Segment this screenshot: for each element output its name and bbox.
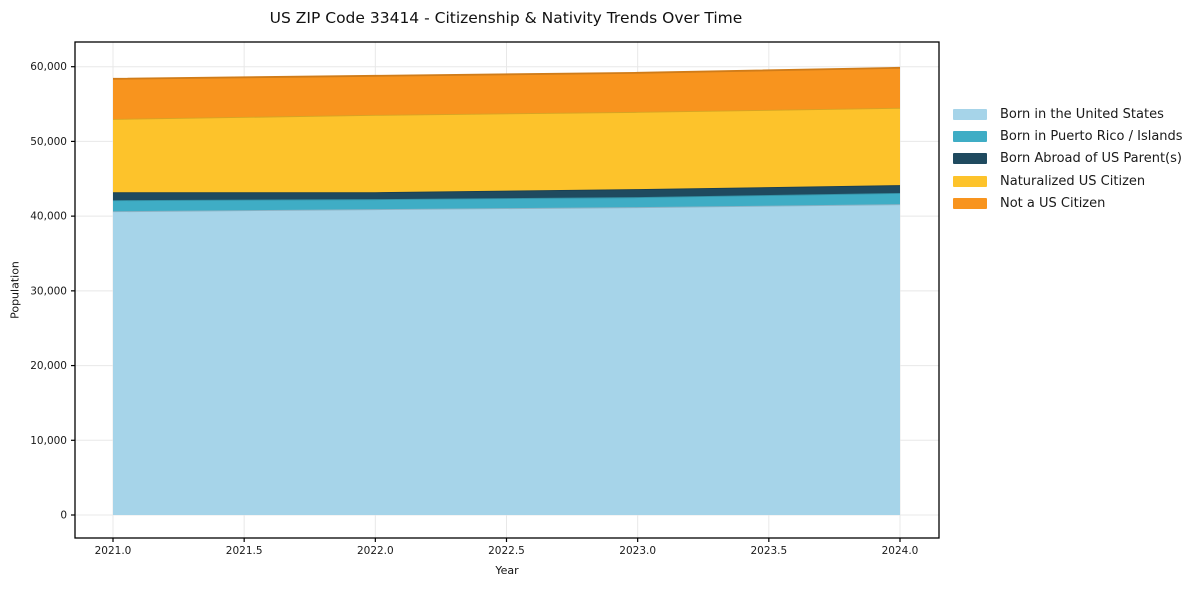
x-tick-label: 2024.0 <box>882 545 919 557</box>
legend-label-naturalized: Naturalized US Citizen <box>1000 173 1146 189</box>
y-tick-label: 0 <box>60 510 67 522</box>
legend-swatch-born-abroad <box>953 153 987 165</box>
legend-item-born-abroad: Born Abroad of US Parent(s) <box>953 148 1183 170</box>
x-tick-label: 2022.0 <box>357 545 394 557</box>
y-axis-label: Population <box>8 261 22 319</box>
x-tick-label: 2023.0 <box>619 545 656 557</box>
chart-title: US ZIP Code 33414 - Citizenship & Nativi… <box>269 9 743 27</box>
y-tick-label: 30,000 <box>30 285 67 297</box>
x-axis-label: Year <box>495 564 519 577</box>
y-tick-label: 10,000 <box>30 435 67 447</box>
y-tick-label: 40,000 <box>30 211 67 223</box>
legend-item-puerto-rico: Born in Puerto Rico / Islands <box>953 125 1183 147</box>
y-tick-label: 60,000 <box>30 61 67 73</box>
x-tick-label: 2021.5 <box>226 545 263 557</box>
ticks <box>71 66 901 542</box>
area-top-edge-4 <box>112 66 901 80</box>
y-tick-label: 20,000 <box>30 360 67 372</box>
legend: Born in the United States Born in Puerto… <box>953 103 1183 215</box>
area-series-0 <box>113 204 900 516</box>
legend-label-puerto-rico: Born in Puerto Rico / Islands <box>1000 129 1183 145</box>
legend-item-born-us: Born in the United States <box>953 103 1183 125</box>
legend-label-born-abroad: Born Abroad of US Parent(s) <box>1000 151 1182 167</box>
legend-item-naturalized: Naturalized US Citizen <box>953 170 1183 192</box>
legend-swatch-not-citizen <box>953 198 987 210</box>
x-tick-label: 2021.0 <box>95 545 132 557</box>
x-tick-label: 2022.5 <box>488 545 525 557</box>
area-series-3 <box>113 107 900 193</box>
area-series-1 <box>113 192 900 212</box>
legend-label-born-us: Born in the United States <box>1000 106 1164 122</box>
legend-label-not-citizen: Not a US Citizen <box>1000 196 1106 212</box>
legend-swatch-born-us <box>953 108 987 120</box>
legend-item-not-citizen: Not a US Citizen <box>953 193 1183 215</box>
legend-swatch-puerto-rico <box>953 131 987 143</box>
area-top-edge-3 <box>112 106 901 120</box>
x-tick-label: 2023.5 <box>750 545 787 557</box>
area-series-4 <box>113 67 900 120</box>
legend-swatch-naturalized <box>953 175 987 187</box>
y-tick-label: 50,000 <box>30 136 67 148</box>
